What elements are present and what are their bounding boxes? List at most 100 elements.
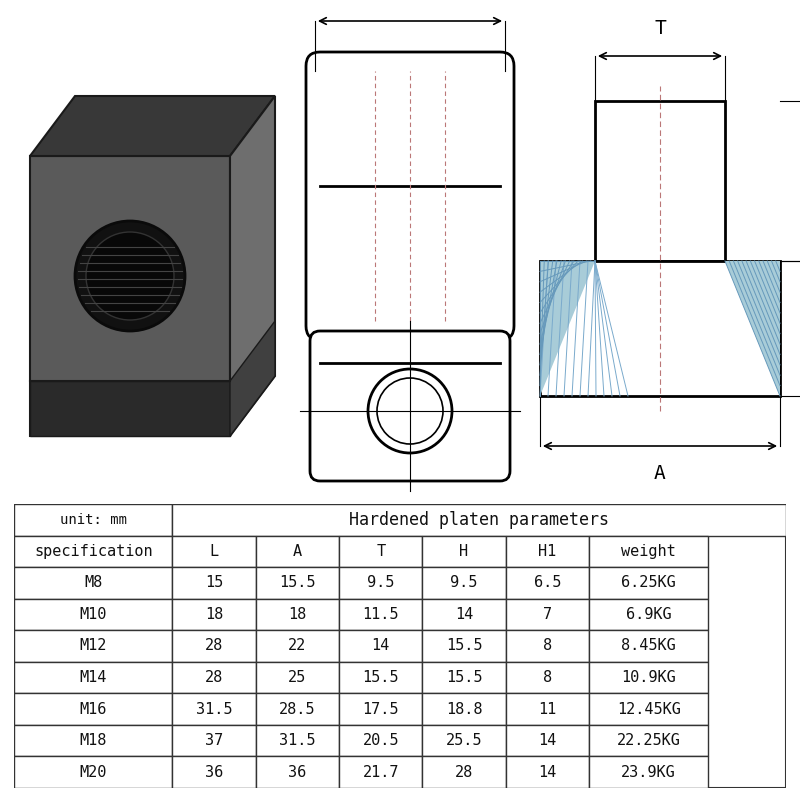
Text: 28.5: 28.5 xyxy=(279,702,316,717)
Polygon shape xyxy=(230,321,275,436)
Text: 36: 36 xyxy=(205,765,223,780)
Text: 14: 14 xyxy=(538,765,557,780)
Text: 17.5: 17.5 xyxy=(362,702,399,717)
Text: unit: mm: unit: mm xyxy=(60,513,127,526)
Bar xyxy=(339,725,422,757)
Bar xyxy=(14,725,173,757)
Polygon shape xyxy=(30,96,275,156)
Bar xyxy=(339,598,422,630)
Bar xyxy=(339,757,422,788)
Text: T: T xyxy=(376,544,386,559)
Bar xyxy=(422,535,506,567)
Text: 15.5: 15.5 xyxy=(279,575,316,590)
Bar xyxy=(422,598,506,630)
Text: H: H xyxy=(459,544,469,559)
Bar xyxy=(589,694,709,725)
Bar xyxy=(339,567,422,598)
Bar xyxy=(173,694,256,725)
Bar xyxy=(589,567,709,598)
Bar xyxy=(256,598,339,630)
Text: 28: 28 xyxy=(455,765,473,780)
Text: M14: M14 xyxy=(80,670,107,685)
Bar xyxy=(339,630,422,662)
Text: 18: 18 xyxy=(205,607,223,622)
Text: 20.5: 20.5 xyxy=(362,733,399,748)
Bar xyxy=(173,535,256,567)
Text: 22: 22 xyxy=(288,638,306,654)
Bar xyxy=(339,535,422,567)
Text: M12: M12 xyxy=(80,638,107,654)
Text: M16: M16 xyxy=(80,702,107,717)
Circle shape xyxy=(377,378,443,444)
Text: M18: M18 xyxy=(80,733,107,748)
Bar xyxy=(339,662,422,694)
Bar xyxy=(422,694,506,725)
Bar xyxy=(422,662,506,694)
Text: 22.25KG: 22.25KG xyxy=(617,733,681,748)
Text: M10: M10 xyxy=(80,607,107,622)
Bar xyxy=(506,694,589,725)
Bar xyxy=(173,630,256,662)
Text: 18: 18 xyxy=(288,607,306,622)
Bar xyxy=(14,504,173,535)
Bar xyxy=(256,662,339,694)
Text: 8: 8 xyxy=(542,670,552,685)
Text: 21.7: 21.7 xyxy=(362,765,399,780)
Text: 23.9KG: 23.9KG xyxy=(622,765,676,780)
Text: 9.5: 9.5 xyxy=(450,575,478,590)
Bar xyxy=(506,598,589,630)
Text: 31.5: 31.5 xyxy=(196,702,232,717)
Bar xyxy=(173,757,256,788)
Text: 28: 28 xyxy=(205,670,223,685)
Bar xyxy=(589,630,709,662)
Bar xyxy=(589,662,709,694)
Bar xyxy=(506,630,589,662)
Text: 14: 14 xyxy=(455,607,473,622)
Bar xyxy=(173,504,786,535)
Bar xyxy=(589,535,709,567)
Text: 28: 28 xyxy=(205,638,223,654)
Text: 25.5: 25.5 xyxy=(446,733,482,748)
Bar xyxy=(506,535,589,567)
Bar xyxy=(589,725,709,757)
Bar xyxy=(506,757,589,788)
Bar xyxy=(506,725,589,757)
Bar xyxy=(589,598,709,630)
Text: 6.5: 6.5 xyxy=(534,575,561,590)
Text: weight: weight xyxy=(622,544,676,559)
Text: 31.5: 31.5 xyxy=(279,733,316,748)
Bar xyxy=(256,535,339,567)
Text: 14: 14 xyxy=(538,733,557,748)
Text: H1: H1 xyxy=(538,544,557,559)
Bar xyxy=(589,757,709,788)
Text: 14: 14 xyxy=(371,638,390,654)
Bar xyxy=(422,757,506,788)
Text: A: A xyxy=(654,464,666,483)
Text: specification: specification xyxy=(34,544,153,559)
Circle shape xyxy=(368,369,452,453)
Text: 9.5: 9.5 xyxy=(367,575,394,590)
Text: 11.5: 11.5 xyxy=(362,607,399,622)
Bar xyxy=(14,630,173,662)
Text: 7: 7 xyxy=(542,607,552,622)
Text: M8: M8 xyxy=(84,575,102,590)
Text: 15.5: 15.5 xyxy=(362,670,399,685)
Text: 6.25KG: 6.25KG xyxy=(622,575,676,590)
Bar xyxy=(256,630,339,662)
Polygon shape xyxy=(540,261,780,396)
Bar xyxy=(14,598,173,630)
Circle shape xyxy=(86,232,174,320)
Bar xyxy=(14,567,173,598)
Bar xyxy=(506,567,589,598)
Text: 11: 11 xyxy=(538,702,557,717)
Text: 10.9KG: 10.9KG xyxy=(622,670,676,685)
Circle shape xyxy=(75,221,185,331)
Text: 36: 36 xyxy=(288,765,306,780)
Text: L: L xyxy=(210,544,218,559)
Text: T: T xyxy=(654,19,666,38)
Bar xyxy=(14,535,173,567)
Bar xyxy=(506,662,589,694)
Bar xyxy=(256,694,339,725)
Text: 37: 37 xyxy=(205,733,223,748)
Text: 8: 8 xyxy=(542,638,552,654)
